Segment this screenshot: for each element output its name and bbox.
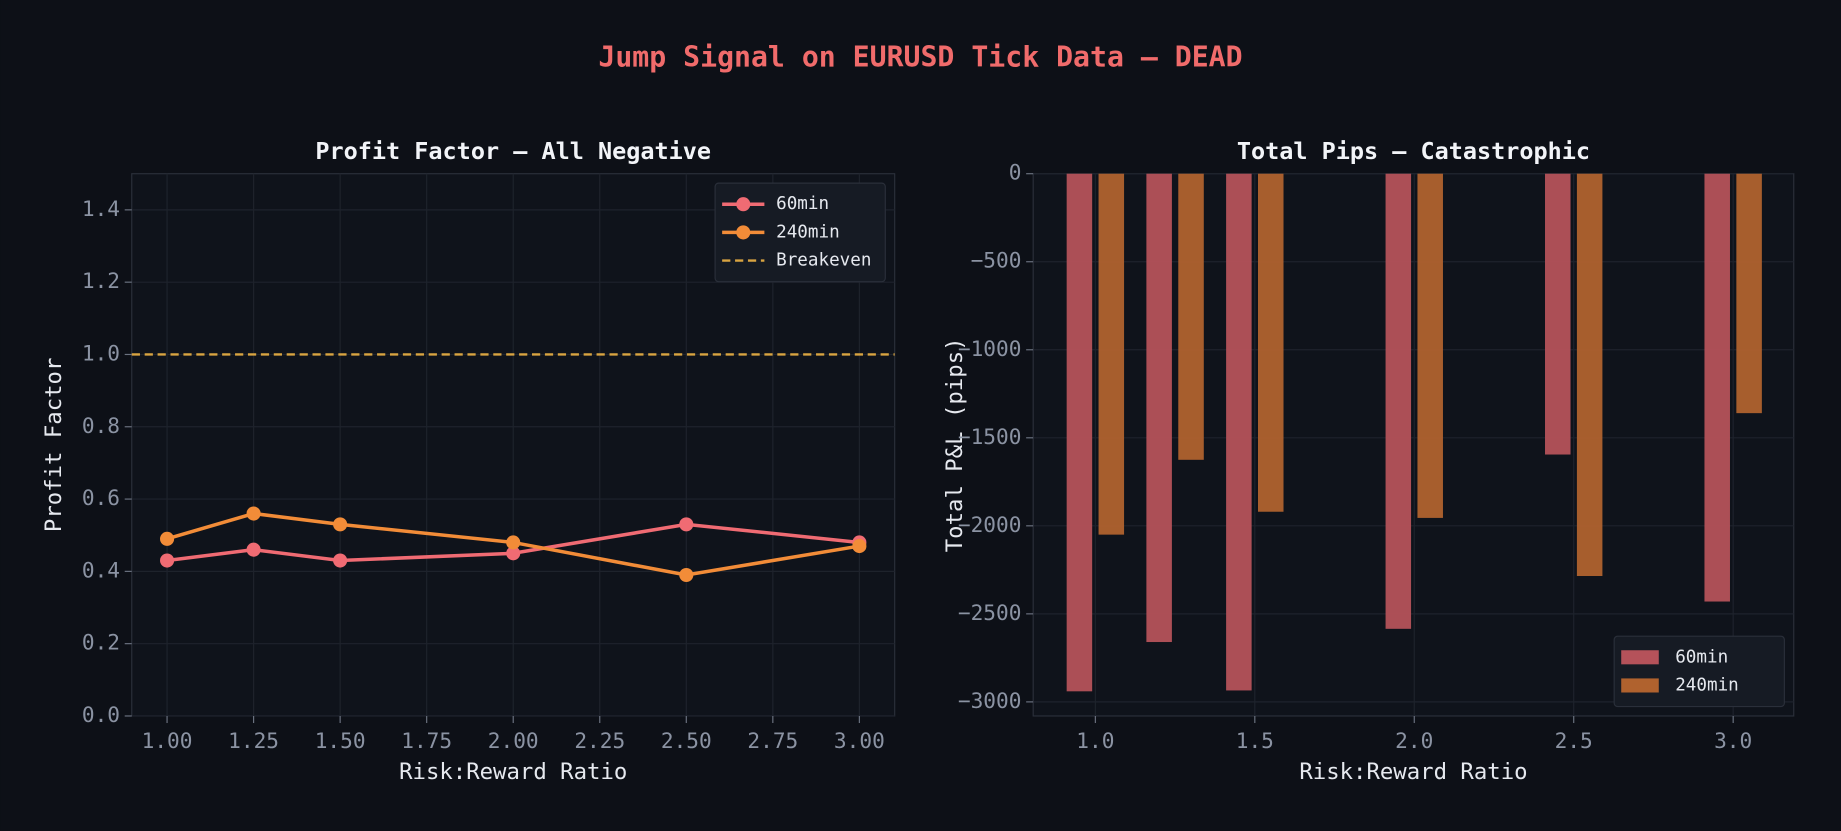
marker [506,535,521,550]
bar [1736,173,1762,414]
legend-label: 240min [1675,675,1739,695]
marker [852,539,867,554]
line [166,511,860,577]
legend-swatch [1621,650,1659,665]
x-tick-label: 2.00 [488,728,539,753]
legend-label: 60min [776,194,829,214]
x-tick-label: 1.5 [1236,728,1274,753]
marker [160,531,175,546]
x-tick-label: 1.50 [315,728,366,753]
y-tick-label: 1.4 [82,196,120,221]
marker [679,517,694,532]
y-tick-label: −3000 [958,688,1022,713]
x-tick-label: 1.0 [1076,728,1114,753]
panel-title: Total Pips — Catastrophic [1237,137,1590,165]
x-tick-label: 3.0 [1714,728,1752,753]
legend-swatch [1621,678,1659,693]
y-tick-label: −2500 [958,600,1022,625]
x-tick-label: 1.00 [142,728,193,753]
marker [506,546,521,561]
y-tick-label: 0 [1009,160,1022,185]
bar [1385,173,1412,629]
y-tick-label: −1000 [958,336,1022,361]
x-axis-label: Risk:Reward Ratio [399,759,627,785]
marker [246,506,261,521]
legend-label: Breakeven [776,251,871,271]
bar [1545,173,1571,455]
y-tick-label: 0.6 [82,485,120,510]
x-tick-label: 2.50 [661,728,712,753]
panel-title: Profit Factor — All Negative [315,137,711,165]
marker [246,542,261,557]
y-axis-label: Total P&L (pips) [942,337,968,552]
marker [333,517,348,532]
bar [1098,173,1125,535]
bar [1417,173,1443,518]
figure-title: Jump Signal on EURUSD Tick Data — DEAD [598,41,1242,74]
y-tick-label: −500 [971,248,1022,273]
bar [1146,173,1172,643]
y-tick-label: 0.4 [82,557,120,582]
legend-swatch [736,197,751,212]
panel: Total Pips — Catastrophic Risk:Reward Rat… [942,137,1795,785]
x-axis-label: Risk:Reward Ratio [1299,759,1527,785]
bar [1066,173,1093,692]
marker [333,553,348,568]
x-tick-label: 3.00 [834,728,885,753]
legend-box [714,182,886,283]
bar [1226,173,1252,691]
marker [160,553,175,568]
y-tick-label: 1.0 [82,340,120,365]
y-axis-label: Profit Factor [41,358,67,533]
legend-swatch [736,225,751,240]
y-tick-label: 0.2 [82,630,120,655]
x-tick-label: 1.25 [228,728,279,753]
x-tick-label: 1.75 [401,728,452,753]
x-tick-label: 2.5 [1555,728,1593,753]
y-tick-label: 0.0 [82,702,120,727]
x-tick-label: 2.75 [747,728,798,753]
bar [1258,173,1284,512]
y-tick-label: −2000 [958,512,1022,537]
y-tick-label: 1.2 [82,268,120,293]
x-tick-label: 2.25 [574,728,625,753]
line [166,522,860,563]
bar [1704,173,1730,602]
bar [1178,173,1204,460]
legend-label: 60min [1675,647,1728,667]
x-tick-label: 2.0 [1395,728,1433,753]
y-tick-label: −1500 [958,424,1022,449]
y-tick-label: 0.8 [82,413,120,438]
legend-label: 240min [776,222,840,242]
panel: Profit Factor — All Negative Risk:Reward … [41,137,896,785]
bar [1576,173,1603,577]
marker [679,567,694,583]
